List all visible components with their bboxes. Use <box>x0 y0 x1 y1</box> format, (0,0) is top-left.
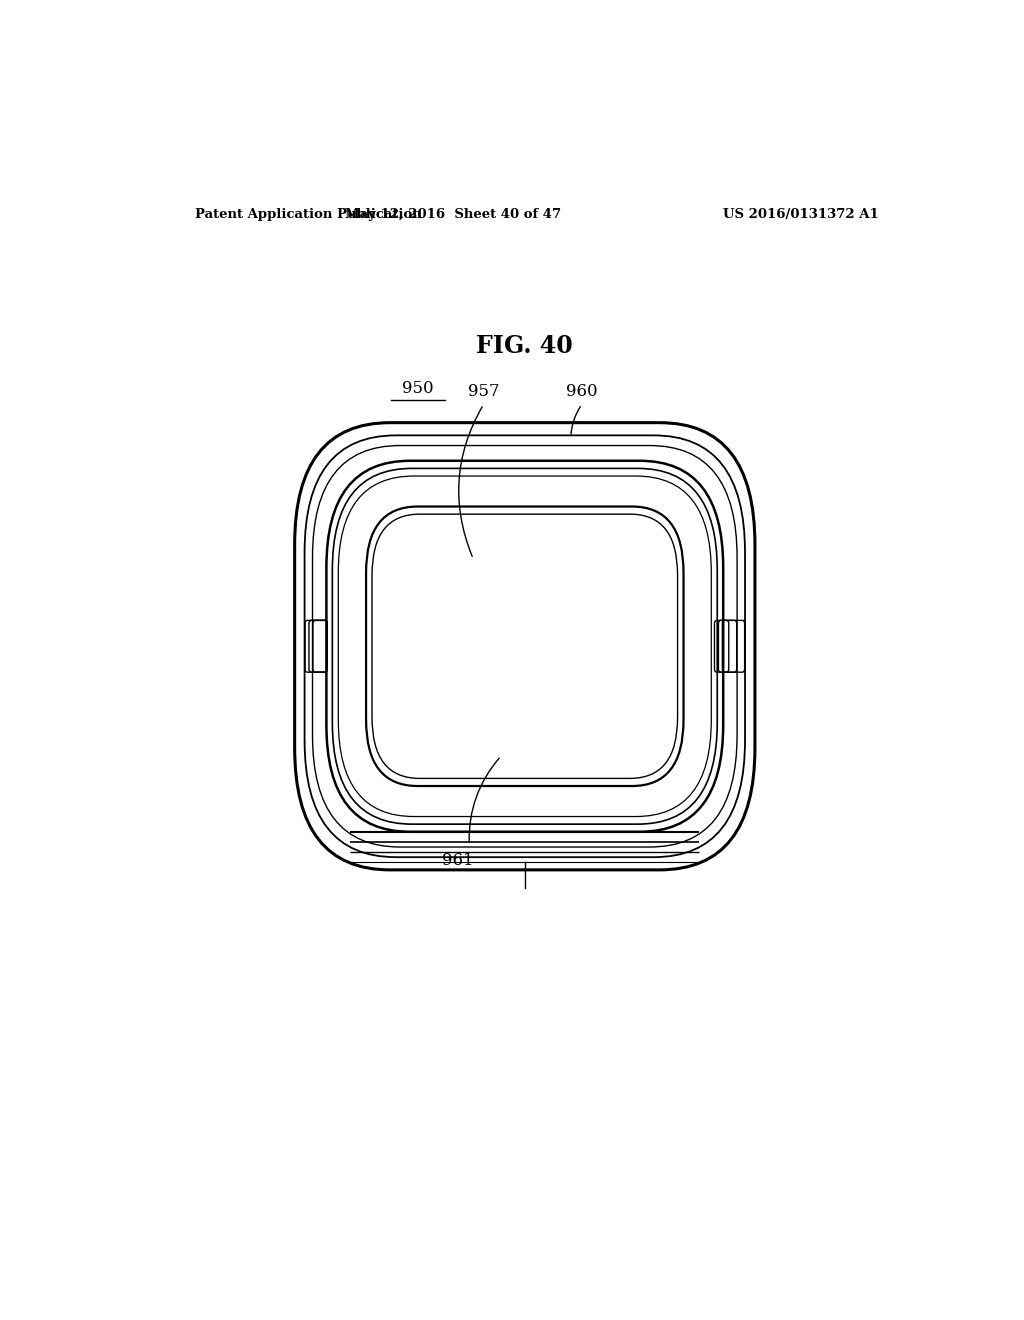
Text: 961: 961 <box>441 851 473 869</box>
Text: 960: 960 <box>566 383 598 400</box>
Text: May 12, 2016  Sheet 40 of 47: May 12, 2016 Sheet 40 of 47 <box>345 207 561 220</box>
Text: 950: 950 <box>401 380 433 397</box>
Text: 957: 957 <box>468 383 500 400</box>
Text: US 2016/0131372 A1: US 2016/0131372 A1 <box>723 207 879 220</box>
Text: FIG. 40: FIG. 40 <box>476 334 573 359</box>
Text: Patent Application Publication: Patent Application Publication <box>196 207 422 220</box>
